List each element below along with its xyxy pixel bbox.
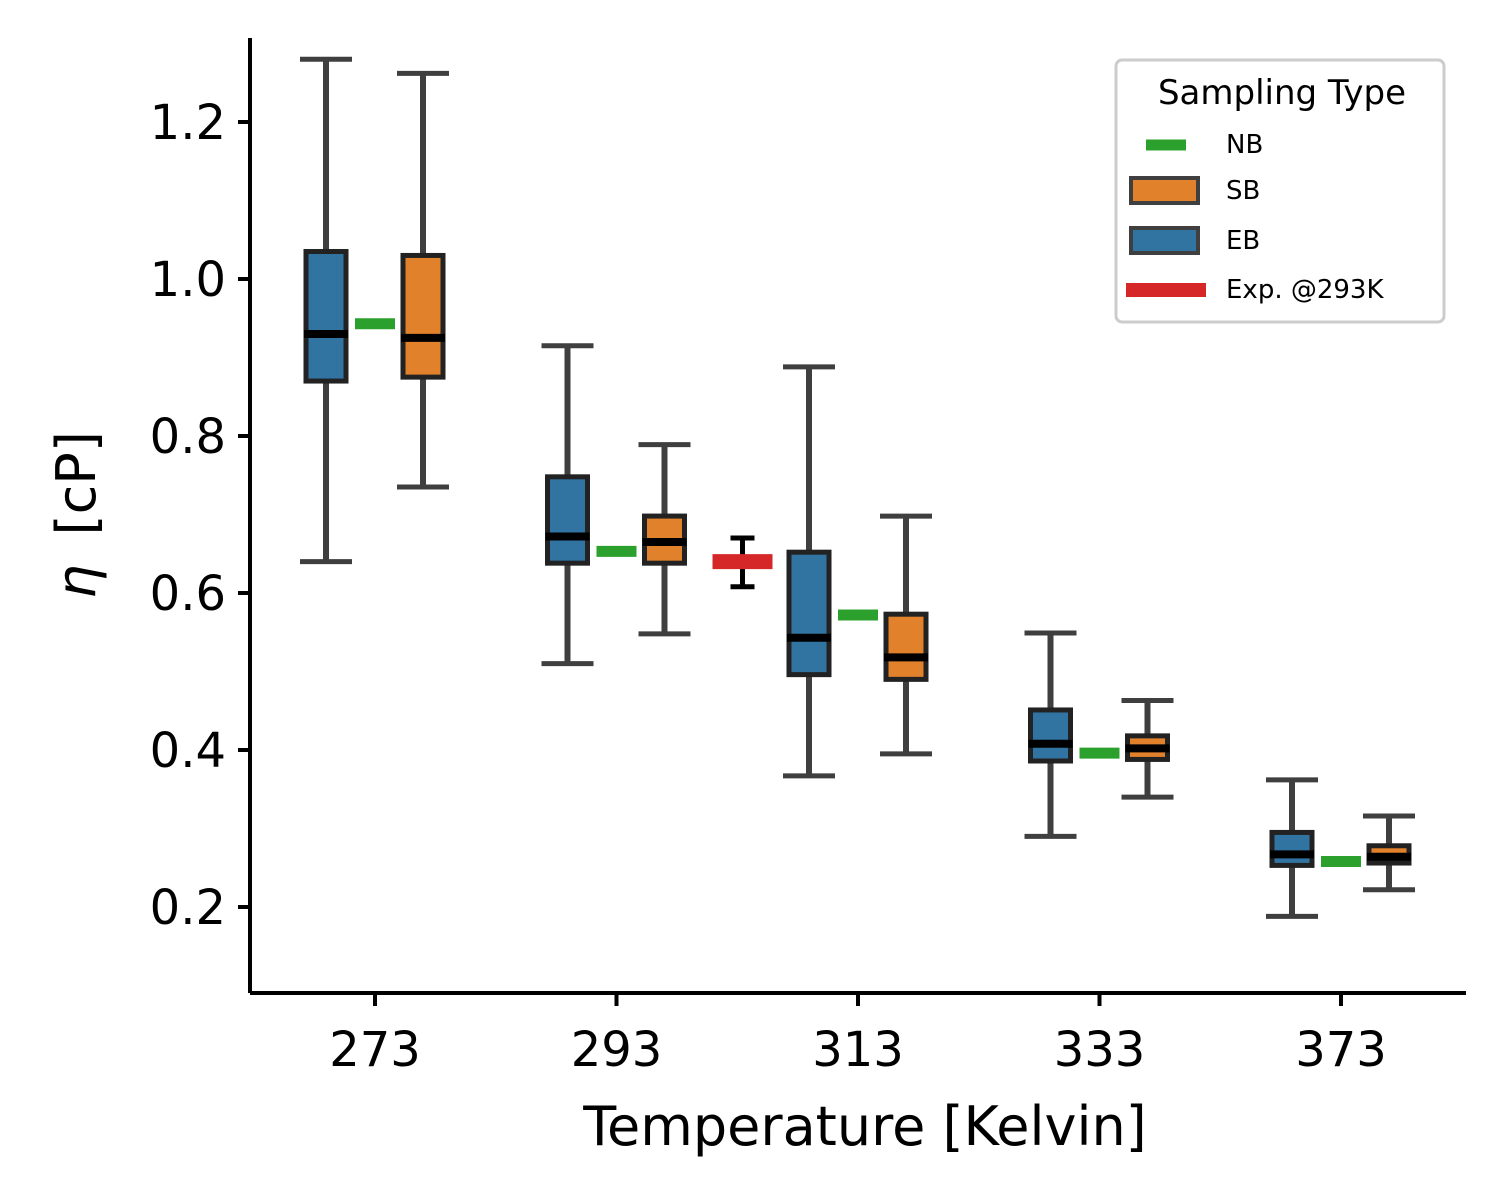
y-tick-label: 0.4	[150, 723, 226, 779]
x-tick-label: 333	[1054, 1022, 1146, 1078]
x-tick-label: 293	[571, 1022, 663, 1078]
x-ticks: 273 293 313 333 373	[329, 993, 1387, 1078]
x-tick-label: 373	[1295, 1022, 1387, 1078]
y-axis-label-unit: [cP]	[45, 431, 108, 535]
sb-box-293	[638, 442, 691, 637]
legend-sb-label: SB	[1226, 176, 1260, 206]
eb-iqr-box	[1028, 707, 1073, 764]
sb-box-333	[1121, 698, 1174, 800]
x-axis-label: Temperature [Kelvin]	[582, 1095, 1147, 1158]
y-axis-label-symbol: η	[45, 565, 108, 599]
sb-box-313	[880, 513, 932, 757]
y-tick-label: 1.2	[150, 95, 226, 151]
legend-sb-swatch	[1129, 176, 1200, 205]
legend: Sampling Type NB SB EB Exp. @293K	[1114, 58, 1446, 324]
svg-text:η [cP]: η [cP]	[45, 431, 108, 599]
eb-box-273	[300, 56, 352, 565]
y-axis-label: η [cP]	[45, 431, 108, 599]
experiment-marker	[712, 535, 773, 590]
legend-nb-label: NB	[1226, 130, 1263, 160]
eb-box-373	[1266, 777, 1318, 919]
y-ticks: 0.2 0.4 0.6 0.8 1.0 1.2	[150, 95, 250, 936]
y-tick-label: 1.0	[150, 252, 226, 308]
eb-box-313	[783, 364, 835, 779]
eb-iqr-box	[545, 474, 590, 566]
legend-title: Sampling Type	[1158, 73, 1406, 113]
legend-exp-label: Exp. @293K	[1226, 275, 1384, 305]
sb-box-373	[1363, 813, 1415, 893]
sb-iqr-box	[400, 252, 446, 380]
plot-marks	[300, 56, 1415, 919]
eb-iqr-box	[303, 249, 349, 384]
eb-iqr-box	[1269, 829, 1315, 868]
sb-box-273	[397, 70, 449, 490]
sb-iqr-box	[883, 611, 929, 682]
legend-eb-label: EB	[1226, 226, 1260, 256]
eb-box-293	[541, 343, 594, 667]
eb-iqr-box	[786, 549, 832, 678]
x-tick-label: 273	[329, 1022, 421, 1078]
y-tick-label: 0.8	[150, 409, 226, 465]
eb-box-333	[1024, 630, 1077, 839]
x-tick-label: 313	[812, 1022, 904, 1078]
legend-eb-swatch	[1129, 226, 1200, 255]
legend-frame	[1114, 58, 1446, 324]
y-tick-label: 0.2	[150, 880, 226, 936]
y-tick-label: 0.6	[150, 566, 226, 622]
